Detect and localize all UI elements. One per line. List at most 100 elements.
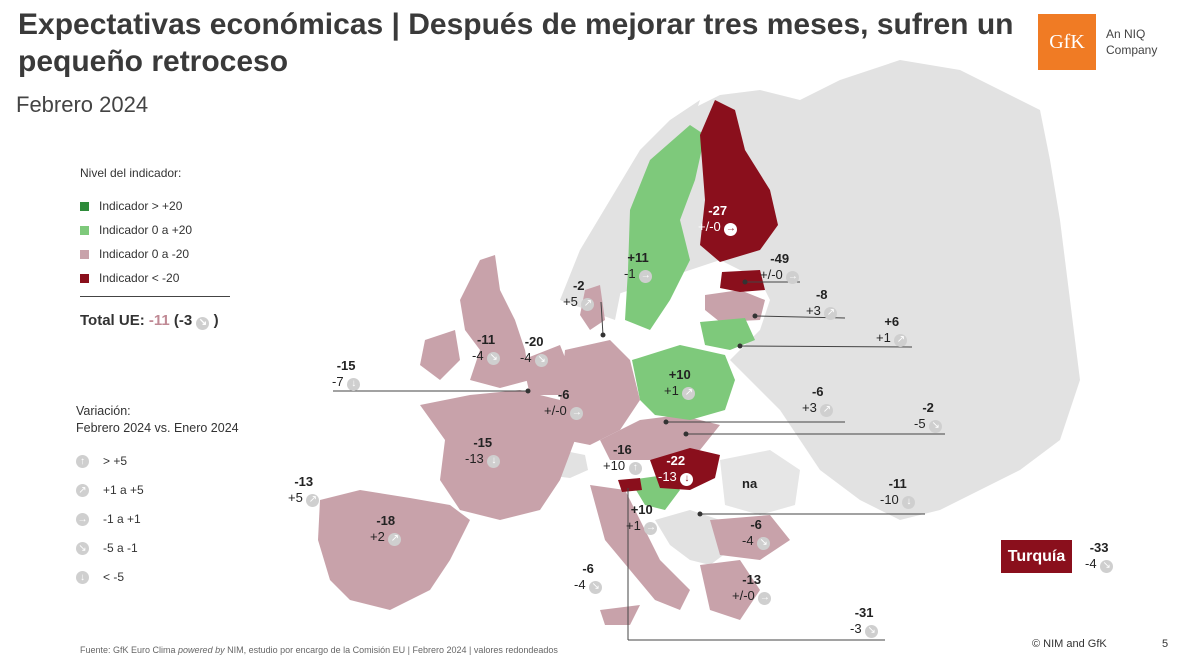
ireland-value: -11 — [477, 332, 496, 347]
estonia-change: +/-0 — [760, 267, 783, 282]
greece-region — [700, 560, 760, 620]
poland-value: +10 — [668, 367, 691, 382]
variation-label: +1 a +5 — [103, 483, 144, 497]
down-right-arrow-icon: ↘ — [589, 580, 603, 594]
france-value: -15 — [473, 435, 493, 450]
up-right-arrow-icon: ↗ — [894, 333, 908, 347]
estonia-value: -49 — [770, 251, 790, 266]
label-portugal: -13 +5 ↗ — [288, 474, 320, 507]
right-arrow-icon: → — [644, 521, 658, 535]
right-arrow-icon: → — [724, 222, 738, 236]
label-czechia: -6 +3 ↗ — [802, 384, 834, 417]
romania-region — [720, 450, 800, 515]
down-right-arrow-icon: ↘ — [535, 353, 549, 367]
label-austria: -16 +10 ↑ — [603, 442, 642, 475]
variation-item: ↗ +1 a +5 — [76, 476, 239, 505]
lithuania-change: +1 — [876, 330, 891, 345]
benelux-region — [522, 345, 570, 395]
belgium-change: -7 — [332, 374, 344, 389]
variation-heading: Variación: — [76, 404, 131, 418]
legend-item: Indicador < -20 — [80, 266, 192, 290]
austria-change: +10 — [603, 458, 626, 473]
variation-legend: Variación: Febrero 2024 vs. Enero 2024 ↑… — [76, 403, 239, 592]
logo-caption-line1: An NIQ — [1106, 27, 1146, 41]
legend-swatch — [80, 249, 89, 259]
label-france: -15 -13 ↓ — [465, 435, 501, 468]
label-belgium: -15 -7 ↓ — [332, 358, 361, 391]
estonia-region — [720, 270, 765, 292]
slovakia-value: -2 — [922, 400, 934, 415]
legend-divider — [80, 296, 230, 297]
label-poland: +10 +1 ↗ — [664, 367, 696, 400]
down-right-arrow-icon: ↘ — [757, 536, 771, 550]
down-right-arrow-icon: ↘ — [196, 316, 210, 330]
right-arrow-icon: → — [639, 269, 653, 283]
legend-swatch — [80, 201, 89, 211]
slovakia-change: -5 — [914, 416, 926, 431]
down-arrow-icon: ↓ — [76, 571, 89, 584]
label-germany: -6 +/-0 → — [544, 387, 584, 420]
poland-change: +1 — [664, 383, 679, 398]
bulgaria-value: -6 — [750, 517, 762, 532]
label-hungary: -22 -13 ↓ — [658, 453, 694, 486]
variation-label: -1 a +1 — [103, 512, 141, 526]
belgium-value: -15 — [336, 358, 356, 373]
label-netherlands: -20 -4 ↘ — [520, 334, 549, 367]
lithuania-region — [700, 318, 755, 350]
variation-label: < -5 — [103, 570, 125, 584]
variation-item: ↘ -5 a -1 — [76, 534, 239, 563]
latvia-change: +3 — [806, 303, 821, 318]
turkey-badge: Turquía — [1001, 540, 1072, 573]
eu-total-value: -11 — [148, 312, 170, 329]
logo-caption-line2: Company — [1106, 43, 1158, 57]
label-bulgaria: -6 -4 ↘ — [742, 517, 771, 550]
greece-value: -13 — [742, 572, 762, 587]
label-ireland: -11 -4 ↘ — [472, 332, 501, 365]
legend-label: Indicador 0 a -20 — [99, 247, 190, 261]
label-greece: -13 +/-0 → — [732, 572, 772, 605]
up-right-arrow-icon: ↗ — [388, 532, 402, 546]
czechia-value: -6 — [811, 384, 824, 399]
portugal-change: +5 — [288, 490, 303, 505]
variation-item: → -1 a +1 — [76, 505, 239, 534]
netherlands-value: -20 — [524, 334, 544, 349]
eu-total-label: Total UE: — [80, 312, 145, 329]
down-right-arrow-icon: ↘ — [76, 542, 89, 555]
bulgaria-region — [710, 515, 790, 560]
slovenia-value: -11 — [888, 476, 907, 491]
label-turkey: -33 -4 ↘ — [1085, 540, 1114, 573]
turkey-change: -4 — [1085, 556, 1097, 571]
bulgaria-change: -4 — [742, 533, 754, 548]
eu-total-close: ) — [213, 312, 219, 329]
variation-label: > +5 — [103, 454, 128, 468]
legend-heading: Nivel del indicador: — [80, 166, 182, 180]
italy-value: -6 — [582, 561, 594, 576]
hungary-region — [650, 448, 720, 490]
source-note: Fuente: GfK Euro Clima powered by NIM, e… — [80, 645, 558, 655]
up-right-arrow-icon: ↗ — [820, 403, 834, 417]
page-title: Expectativas económicas | Después de mej… — [18, 8, 1014, 78]
denmark-change: +5 — [563, 294, 578, 309]
germany-change: +/-0 — [544, 403, 567, 418]
up-right-arrow-icon: ↗ — [824, 306, 838, 320]
latvia-region — [705, 290, 765, 322]
label-slovenia: -11 -10 ↓ — [880, 476, 916, 509]
down-right-arrow-icon: ↘ — [1100, 559, 1114, 573]
label-latvia: -8 +3 ↗ — [806, 287, 838, 320]
finland-region — [700, 100, 778, 262]
label-croatia: +10 +1 → — [626, 502, 658, 535]
right-arrow-icon: → — [76, 513, 89, 526]
logo-caption: An NIQ Company — [1106, 26, 1157, 58]
sweden-change: -1 — [624, 266, 636, 281]
legend-item: Indicador 0 a +20 — [80, 218, 192, 242]
down-right-arrow-icon: ↘ — [487, 351, 501, 365]
hungary-value: -22 — [666, 453, 686, 468]
croatia-change: +1 — [626, 518, 641, 533]
legend-swatch — [80, 273, 89, 283]
finland-change: +/-0 — [698, 219, 721, 234]
variation-item: ↓ < -5 — [76, 563, 239, 592]
up-arrow-icon: ↑ — [76, 455, 89, 468]
variation-label: -5 a -1 — [103, 541, 138, 555]
czechia-change: +3 — [802, 400, 817, 415]
finland-value: -27 — [708, 203, 728, 218]
